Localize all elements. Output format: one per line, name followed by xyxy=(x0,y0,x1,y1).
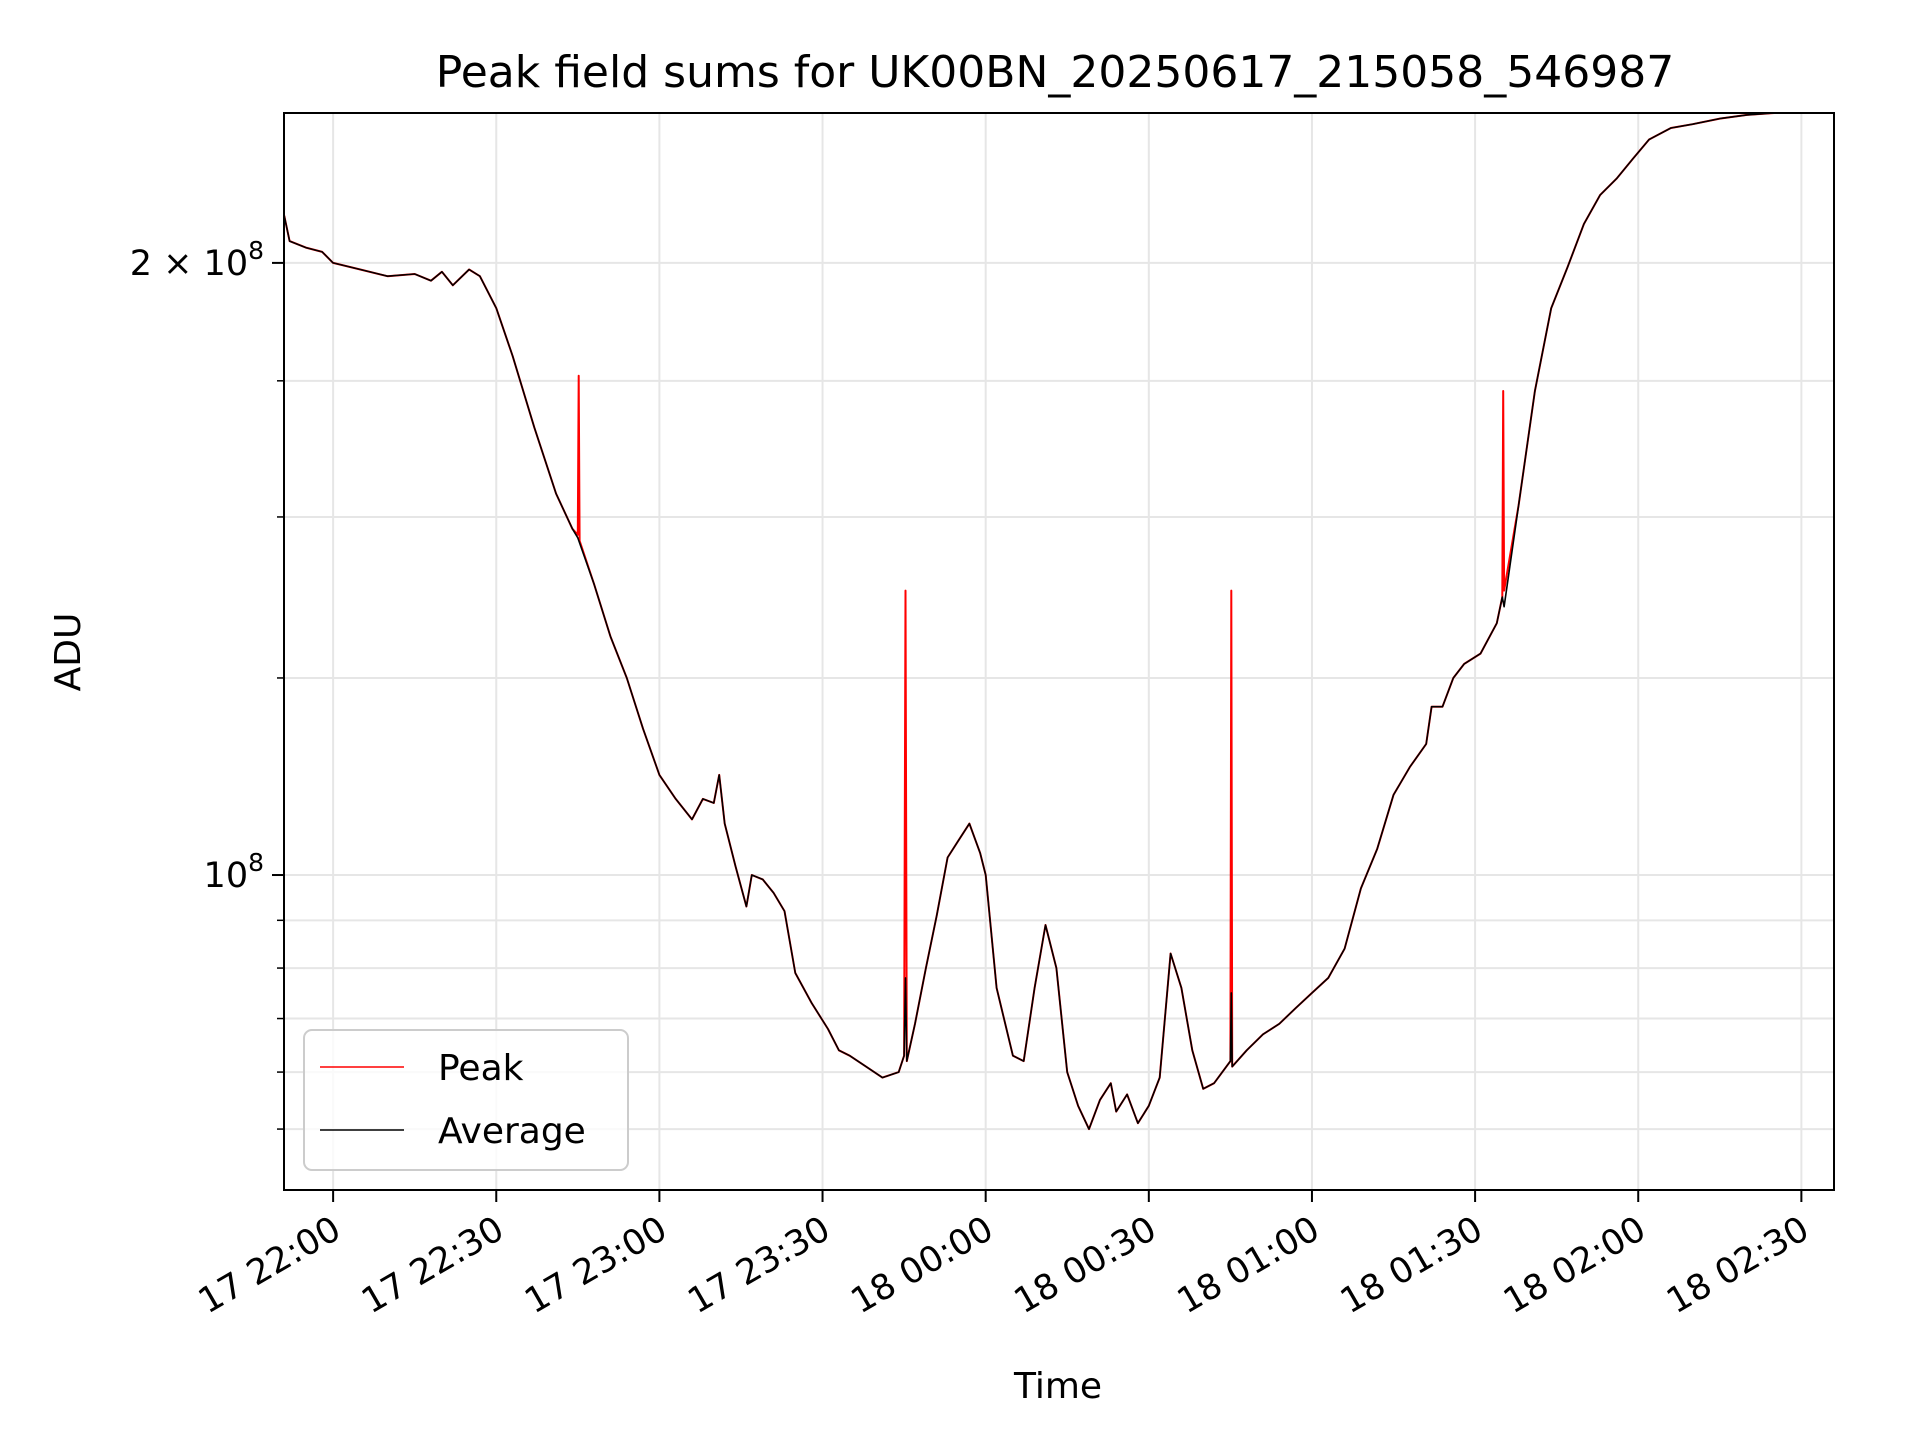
chart-title: Peak field sums for UK00BN_20250617_2150… xyxy=(436,47,1675,98)
plot-frame xyxy=(283,112,1835,1191)
y-tick-label: 108 xyxy=(204,848,264,896)
y-tick-label: 2 × 108 xyxy=(130,236,264,284)
plot-series xyxy=(283,112,1834,1131)
x-axis-label: Time xyxy=(1013,1366,1102,1407)
grid xyxy=(284,113,1834,1190)
legend-label-average: Average xyxy=(438,1111,586,1152)
series-line-average xyxy=(283,112,1834,1130)
legend-label-peak: Peak xyxy=(438,1048,524,1089)
legend-box xyxy=(303,1029,629,1171)
y-axis-label: ADU xyxy=(48,613,89,692)
legend: Peak Average xyxy=(303,1029,629,1171)
y-axis-ticks: 108 2 × 108 xyxy=(130,236,284,1130)
